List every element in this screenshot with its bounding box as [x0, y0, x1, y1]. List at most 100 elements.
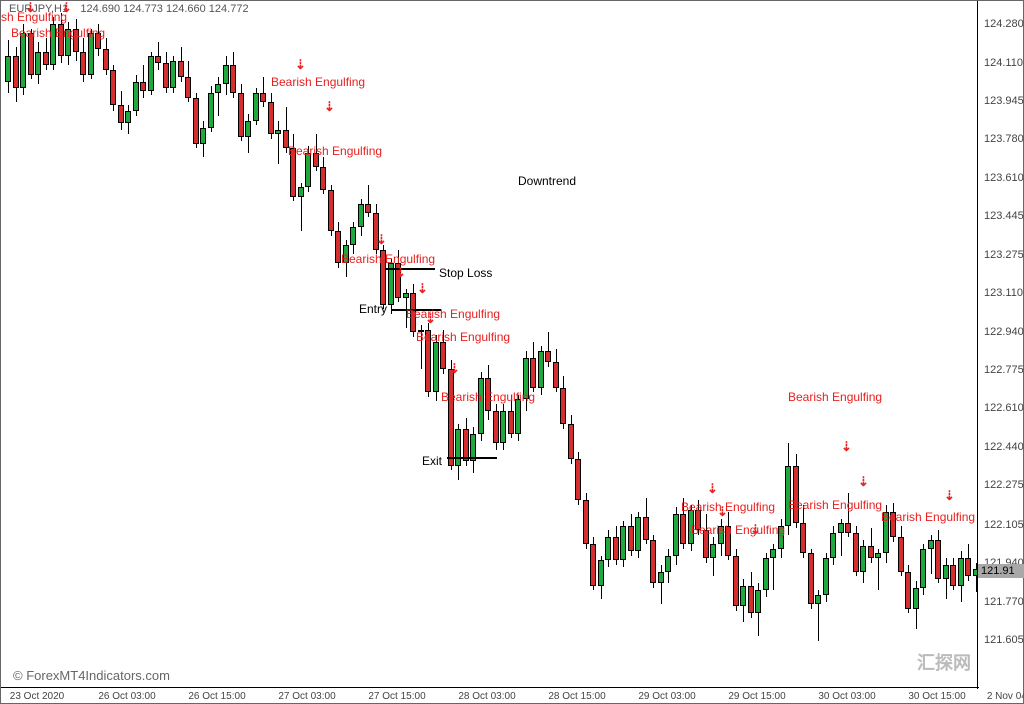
candle-body: [868, 546, 874, 558]
candle-body: [815, 595, 821, 604]
candle-body: [898, 537, 904, 572]
candle-body: [560, 388, 566, 425]
x-axis: 23 Oct 202026 Oct 03:0026 Oct 15:0027 Oc…: [1, 687, 979, 703]
candle-body: [185, 77, 191, 98]
x-tick-label: 29 Oct 03:00: [638, 691, 695, 702]
candle-body: [605, 537, 611, 560]
candle-body: [320, 167, 326, 190]
candle-body: [613, 537, 619, 560]
candle-body: [148, 56, 154, 91]
candle-body: [755, 590, 761, 613]
candle-body: [403, 293, 409, 298]
candle-body: [193, 98, 199, 144]
candle-body: [163, 63, 169, 88]
candle-body: [215, 84, 221, 93]
candle-body: [590, 544, 596, 585]
candle-body: [223, 65, 229, 83]
candle-body: [455, 429, 461, 466]
annotation-text: Bearish Engulfing: [788, 390, 882, 404]
candle-body: [538, 351, 544, 388]
candle-body: [118, 105, 124, 123]
candle-body: [943, 565, 949, 579]
candle-body: [748, 586, 754, 614]
candle-wick: [263, 77, 264, 107]
candle-body: [853, 533, 859, 572]
candle-body: [545, 351, 551, 363]
candle-body: [793, 466, 799, 524]
annotation-text: Bearish Engulfing: [691, 523, 785, 537]
candle-wick: [278, 121, 279, 165]
x-tick-label: 26 Oct 03:00: [98, 691, 155, 702]
candle-body: [260, 93, 266, 102]
candle-body: [238, 93, 244, 137]
y-tick-label: 123.110: [984, 287, 1023, 299]
marker-line: [447, 457, 497, 459]
candle-body: [553, 362, 559, 387]
plot-area[interactable]: ⇣⇣⇣⇣⇣⇣⇣⇣⇣⇣⇣⇣⇣⇣⇣sh EngulfingBearish Engul…: [1, 1, 979, 689]
y-tick-label: 124.280: [984, 18, 1024, 30]
candle-body: [155, 56, 161, 63]
annotation-text: Bearish Engulfing: [341, 252, 435, 266]
y-axis: 124.280124.110123.945123.780123.610123.4…: [977, 1, 1023, 689]
candle-wick: [218, 77, 219, 116]
candle-body: [965, 558, 971, 576]
candle-body: [635, 517, 641, 552]
annotation-text: Stop Loss: [439, 266, 492, 280]
candle-body: [643, 517, 649, 540]
annotation-text: Entry: [359, 302, 387, 316]
y-tick-label: 123.275: [984, 249, 1024, 261]
candle-body: [275, 130, 281, 135]
annotation-text: Bearish Engulfing: [406, 307, 500, 321]
candle-body: [328, 190, 334, 231]
x-tick-label: 30 Oct 15:00: [908, 691, 965, 702]
candle-body: [620, 526, 626, 561]
candle-body: [680, 514, 686, 544]
engulfing-arrow-icon: ⇣: [858, 474, 869, 490]
engulfing-arrow-icon: ⇣: [395, 265, 406, 281]
engulfing-arrow-icon: ⇣: [417, 281, 428, 297]
candle-body: [875, 553, 881, 558]
y-tick-label: 122.610: [984, 402, 1024, 414]
candle-body: [658, 572, 664, 584]
candle-body: [530, 358, 536, 388]
y-tick-label: 121.605: [984, 634, 1024, 646]
candle-body: [208, 93, 214, 128]
marker-line: [385, 268, 435, 270]
candle-body: [140, 82, 146, 91]
candle-body: [358, 204, 364, 227]
annotation-text: Bearish Engulfing: [271, 75, 365, 89]
annotation-text: Bearish Engulfing: [788, 498, 882, 512]
candle-body: [958, 558, 964, 586]
x-tick-label: 23 Oct 2020: [10, 691, 64, 702]
engulfing-arrow-icon: ⇣: [376, 232, 387, 248]
candle-body: [440, 342, 446, 370]
candle-body: [133, 82, 139, 112]
candle-body: [433, 342, 439, 393]
candle-body: [823, 558, 829, 595]
y-tick-label: 121.770: [984, 596, 1024, 608]
y-tick-label: 122.940: [984, 326, 1024, 338]
x-tick-label: 27 Oct 15:00: [368, 691, 425, 702]
engulfing-arrow-icon: ⇣: [841, 439, 852, 455]
annotation-text: sh Engulfing: [1, 10, 67, 24]
y-tick-label: 122.105: [984, 519, 1024, 531]
current-price-box: 121.91: [978, 564, 1024, 578]
engulfing-arrow-icon: ⇣: [707, 481, 718, 497]
candle-body: [493, 411, 499, 443]
candle-body: [665, 556, 671, 572]
candle-body: [575, 459, 581, 500]
candle-body: [628, 526, 634, 551]
candle-body: [583, 500, 589, 544]
candle-body: [800, 523, 806, 553]
candle-body: [365, 204, 371, 213]
y-tick-label: 122.275: [984, 479, 1024, 491]
candle-body: [905, 572, 911, 609]
engulfing-arrow-icon: ⇣: [295, 57, 306, 73]
chart-container: EURJPY,H1 124.690 124.773 124.660 124.77…: [0, 0, 1024, 704]
candle-body: [178, 61, 184, 77]
candle-body: [125, 111, 131, 123]
candle-body: [305, 153, 311, 188]
candle-body: [230, 65, 236, 93]
candle-body: [673, 514, 679, 555]
y-tick-label: 123.780: [984, 133, 1024, 145]
